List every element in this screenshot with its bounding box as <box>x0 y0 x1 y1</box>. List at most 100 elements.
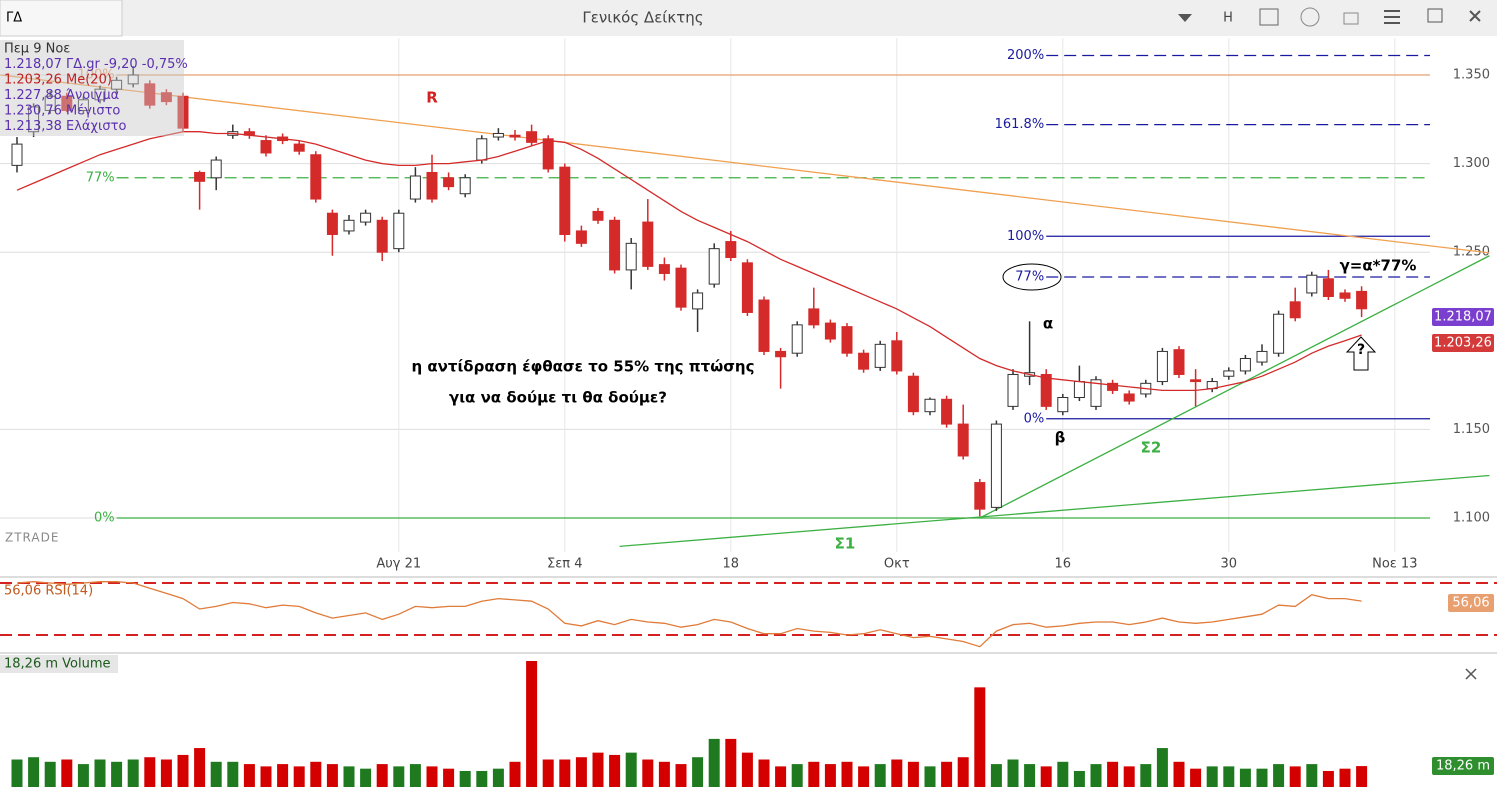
arrow-outline <box>1345 336 1377 371</box>
h-button[interactable]: H <box>1223 11 1233 26</box>
candle-body <box>642 221 654 267</box>
candle-body <box>127 74 139 85</box>
volume-bar <box>957 757 969 787</box>
legend-box <box>0 40 184 136</box>
candle-body <box>1356 290 1368 310</box>
quote-icon[interactable] <box>1300 7 1320 27</box>
volume-bar <box>708 738 720 787</box>
candle-body <box>559 166 571 235</box>
volume-bar <box>1173 761 1185 787</box>
volume-bar <box>1107 761 1119 787</box>
close-icon[interactable] <box>1469 10 1481 22</box>
legend-item: 1.230,76 Μέγιστο <box>4 104 120 119</box>
x-tick-label: 30 <box>1221 557 1238 572</box>
x-tick-label: Αυγ 21 <box>376 557 421 572</box>
price-label-box <box>1432 334 1494 352</box>
volume-bar <box>459 770 471 787</box>
volume-bar <box>592 752 604 787</box>
candle-body <box>1239 358 1251 372</box>
candle-body <box>509 134 521 138</box>
candle-body <box>77 99 89 111</box>
candle-body <box>990 423 1002 508</box>
symbol: ΓΔ <box>6 11 22 26</box>
volume-bar <box>725 738 737 787</box>
close-volume <box>1465 668 1477 680</box>
price-label-box <box>1432 308 1494 326</box>
watermark: ZTRADE <box>5 531 59 545</box>
symbol-box[interactable] <box>0 0 123 37</box>
restore-icon[interactable] <box>1427 8 1443 23</box>
volume-bar <box>443 768 455 787</box>
volume-bar <box>1306 764 1318 787</box>
candle-body <box>692 292 704 310</box>
legend-item: 1.227,88 Άνοιγμα <box>4 88 119 103</box>
volume-bar <box>575 757 587 787</box>
legend-item: 1.218,07 ΓΔ.gr -9,20 -0,75% <box>4 57 188 72</box>
volume-bar <box>1322 770 1334 787</box>
volume-bar <box>625 752 637 787</box>
x-tick-label: Νοε 13 <box>1372 557 1417 572</box>
candle-body <box>1190 379 1202 383</box>
volume-bar <box>924 766 936 787</box>
candle-body <box>1007 373 1019 407</box>
annotation: Σ2 <box>1141 439 1162 457</box>
volume-label: 18,26 m <box>1436 759 1490 774</box>
volume-bar <box>824 764 836 787</box>
volume-bar <box>642 759 654 787</box>
candle-body <box>459 177 471 195</box>
menu-icon[interactable] <box>1384 10 1400 24</box>
legend-item: 1.213,38 Ελάχιστο <box>4 119 126 134</box>
volume-bar <box>526 661 538 787</box>
candle-body <box>1073 381 1085 399</box>
trendline <box>619 474 1490 547</box>
rsi-label: 56,06 <box>1452 596 1489 611</box>
volume-bar <box>277 764 289 787</box>
candle-body <box>409 175 421 200</box>
candle-body <box>194 171 206 182</box>
candle-body <box>924 398 936 413</box>
y-tick-label: 1.300 <box>1453 156 1490 171</box>
volume-bar <box>94 759 106 787</box>
volume-bar <box>177 754 189 787</box>
candle-body <box>44 95 56 111</box>
lock-icon[interactable] <box>1343 12 1359 25</box>
level-label: 200% <box>1007 48 1044 63</box>
candle-body <box>858 352 870 370</box>
candle-body <box>891 340 903 372</box>
volume-bar <box>1090 764 1102 787</box>
candle-body <box>1256 350 1268 363</box>
trendline <box>979 255 1490 519</box>
volume-bar <box>1156 748 1168 787</box>
candle-body <box>476 138 488 161</box>
rsi-title: 56,06 RSI(14) <box>4 584 93 599</box>
annotation: β <box>1055 429 1066 447</box>
candle-body <box>210 159 222 179</box>
price-label: 1.203,26 <box>1434 336 1492 351</box>
volume-bar <box>791 764 803 787</box>
price-label: 1.218,07 <box>1434 310 1492 325</box>
highlight-ellipse <box>1002 263 1062 291</box>
candle-body <box>111 79 123 90</box>
candle-body <box>160 92 172 103</box>
annotation: για να δούμε τι θα δούμε? <box>449 389 667 407</box>
window-title: Γενικός Δείκτης <box>582 9 703 27</box>
candle-body <box>1040 373 1052 407</box>
volume-bar <box>1057 761 1069 787</box>
volume-bar <box>1339 768 1351 787</box>
volume-bar <box>692 757 704 787</box>
volume-bar <box>1007 759 1019 787</box>
layout-icon[interactable] <box>1259 8 1279 26</box>
annotation: γ=α*77% <box>1340 257 1417 275</box>
volume-bar <box>310 761 322 787</box>
annotation: α <box>1043 315 1053 333</box>
volume-bar <box>1073 770 1085 787</box>
trendline <box>0 74 1490 254</box>
candle-body <box>675 267 687 308</box>
volume-bar <box>360 768 372 787</box>
candle-body <box>177 95 189 129</box>
volume-title: 18,26 m Volume <box>4 657 111 672</box>
volume-bar <box>1206 766 1218 787</box>
dropdown[interactable] <box>1178 14 1192 22</box>
volume-bar <box>775 766 787 787</box>
